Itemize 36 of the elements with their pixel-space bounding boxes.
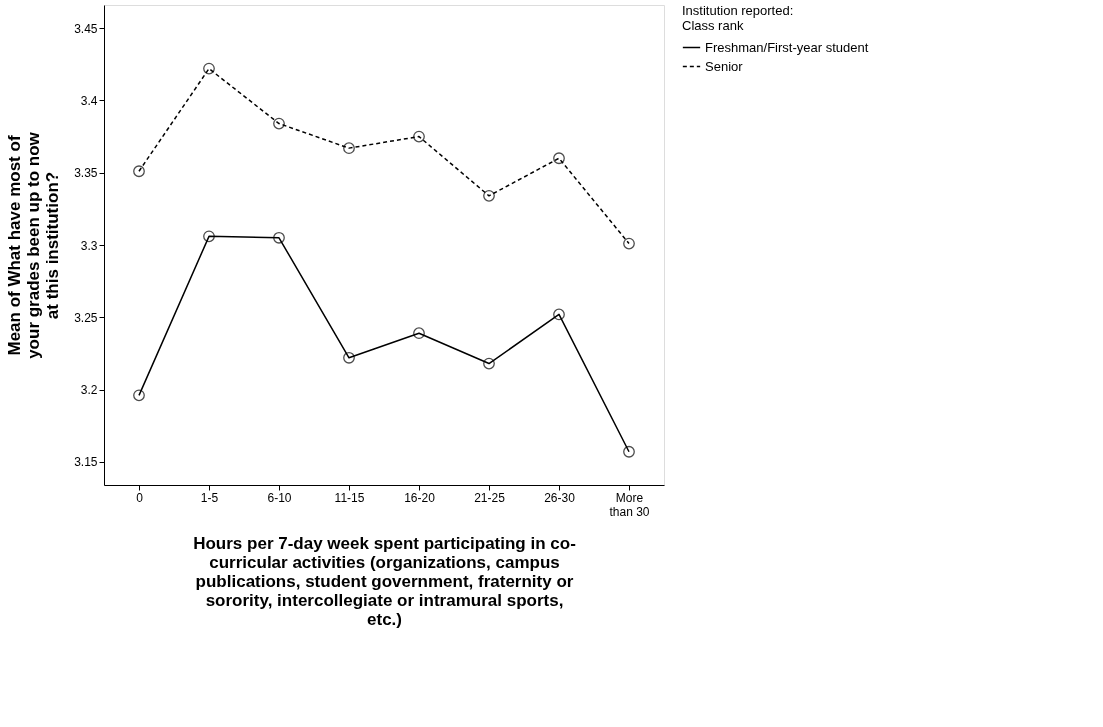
point bbox=[553, 308, 565, 321]
x-tick-label: More than 30 bbox=[609, 490, 650, 519]
x-tick-label: 26-30 bbox=[544, 490, 576, 505]
point bbox=[203, 62, 215, 75]
point bbox=[343, 351, 355, 364]
y-axis-title: Mean of What have most of your grades been up to now at this institution? bbox=[5, 131, 63, 359]
point bbox=[133, 165, 145, 178]
point bbox=[483, 189, 495, 202]
x-tick-label: 1-5 bbox=[200, 490, 219, 505]
y-tick-label: 3.3 bbox=[80, 238, 98, 253]
x-tick-label: 6-10 bbox=[267, 490, 292, 505]
point bbox=[273, 117, 285, 130]
point bbox=[343, 142, 355, 155]
x-tick-label: 21-25 bbox=[474, 490, 506, 505]
y-tick-label: 3.15 bbox=[74, 455, 98, 470]
y-tick-label: 3.45 bbox=[74, 21, 98, 36]
y-tick-label: 3.35 bbox=[74, 166, 98, 181]
point bbox=[203, 230, 215, 243]
y-tick-label: 3.2 bbox=[80, 383, 98, 398]
point bbox=[273, 231, 285, 244]
point bbox=[133, 389, 145, 402]
legend-title: Institution reported: Class rank bbox=[682, 3, 794, 33]
y-tick-label: 3.25 bbox=[74, 310, 98, 325]
point bbox=[623, 237, 635, 250]
x-axis-title: Hours per 7-day week spent participating in co-curricular activities (organizations, campus publications, student government, fraternity or sorority, intercollegiate or intramural sports, etc.) bbox=[193, 533, 576, 629]
x-tick-label: 11-15 bbox=[334, 490, 365, 505]
legend-label: Freshman/First-year student bbox=[705, 39, 869, 55]
y-tick-label: 3.4 bbox=[80, 93, 98, 108]
point bbox=[413, 327, 425, 340]
point bbox=[483, 357, 495, 370]
x-tick-label: 16-20 bbox=[404, 490, 436, 505]
x-tick-label: 0 bbox=[136, 490, 144, 505]
point bbox=[553, 152, 565, 165]
point bbox=[623, 445, 635, 458]
legend-label: Senior bbox=[705, 58, 744, 74]
point bbox=[413, 130, 425, 143]
